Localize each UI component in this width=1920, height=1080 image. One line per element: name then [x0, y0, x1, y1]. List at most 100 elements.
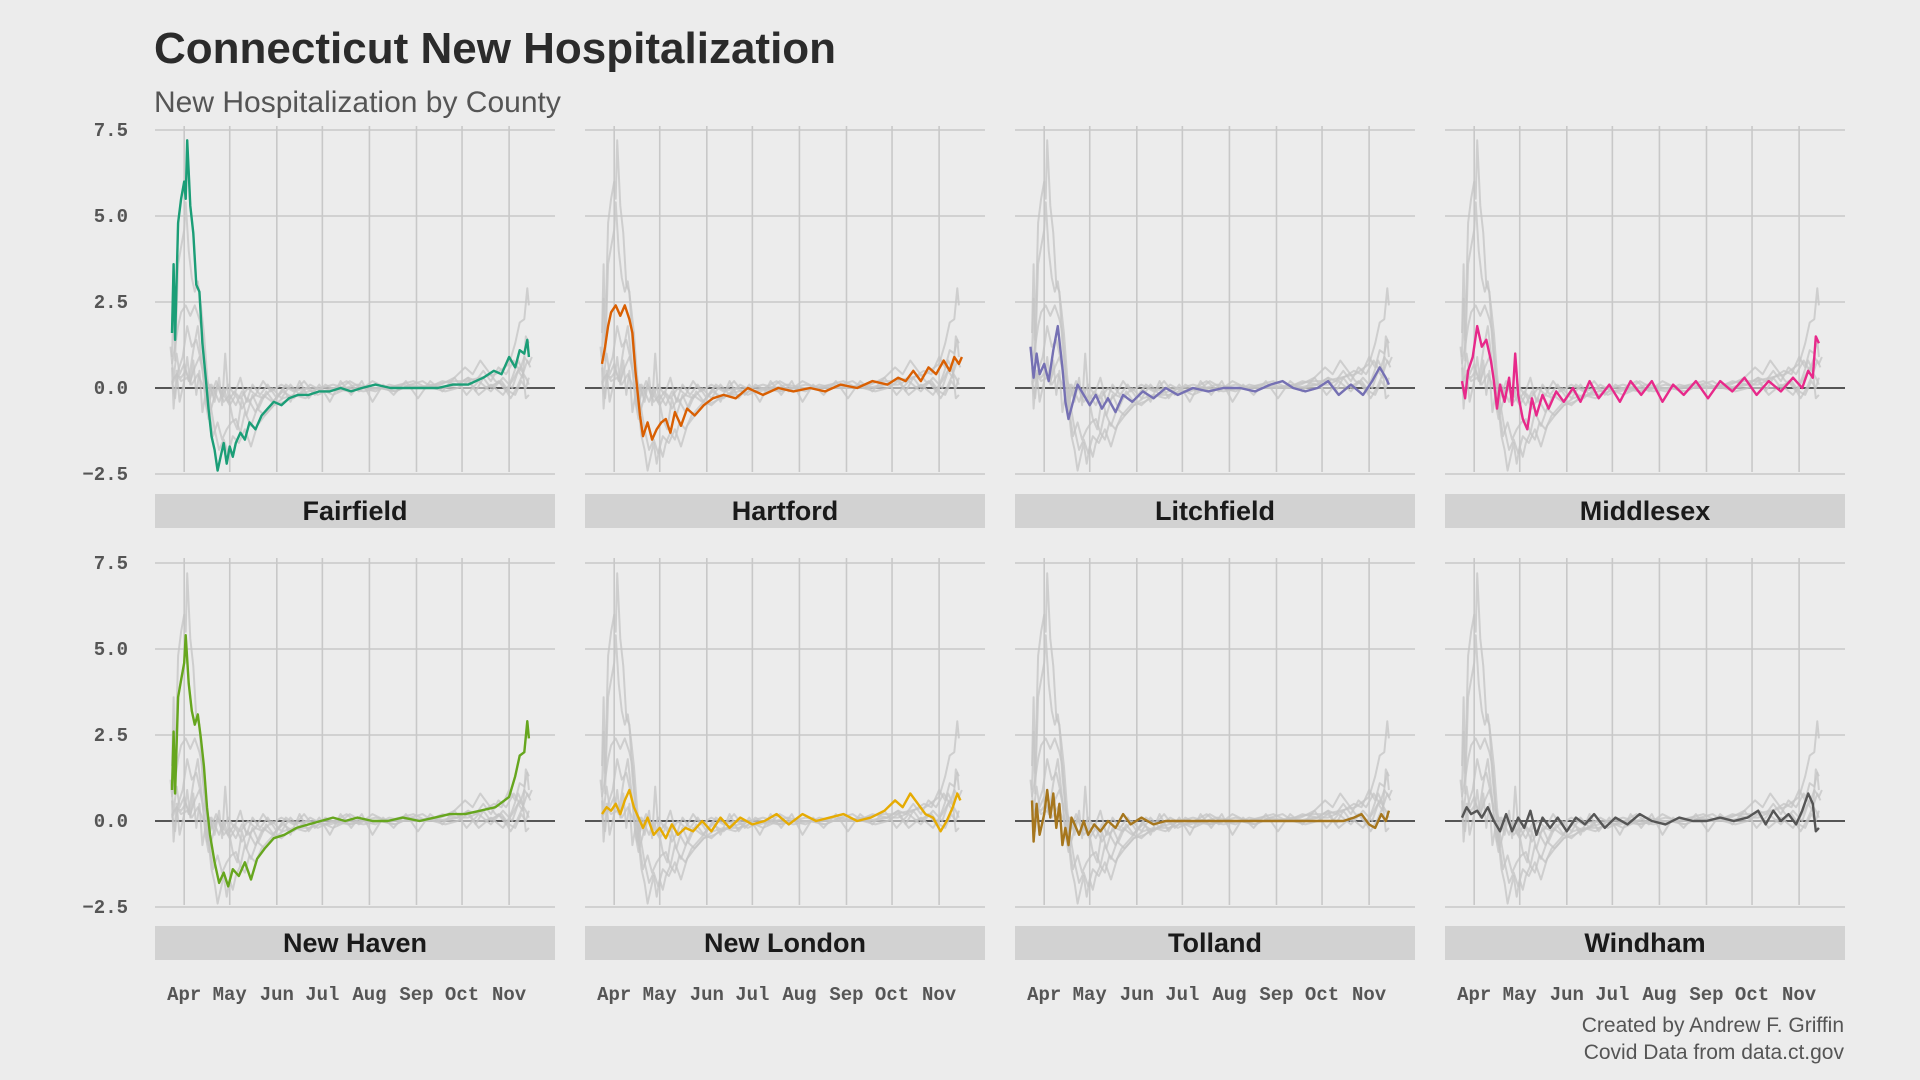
series-line — [1030, 788, 1391, 847]
facet-strip — [1015, 494, 1415, 528]
background-series-line — [601, 325, 960, 431]
background-series-line — [171, 737, 533, 874]
x-tick-label: Apr — [597, 984, 631, 1006]
background-series-line — [601, 789, 960, 847]
y-tick-label: 2.5 — [94, 725, 128, 747]
background-series-line — [171, 792, 530, 836]
facet-strip — [155, 926, 555, 960]
background-series-line — [1461, 634, 1820, 888]
x-tick-label: Sep — [1259, 984, 1293, 1006]
background-series-line — [601, 634, 960, 888]
background-series-line — [1031, 325, 1390, 431]
y-tick-label: 5.0 — [94, 206, 128, 228]
background-series-line — [601, 758, 960, 864]
x-tick-label: Sep — [829, 984, 863, 1006]
facet-strip — [1445, 926, 1845, 960]
background-series-line — [1461, 356, 1822, 407]
x-tick-label: Oct — [875, 984, 909, 1006]
series-line — [1029, 324, 1390, 421]
panel-middlesex: Middlesex — [1445, 126, 1845, 528]
x-tick-label: Jul — [305, 984, 339, 1006]
caption-credit: Created by Andrew F. Griffin — [1581, 1014, 1844, 1037]
x-tick-label: May — [643, 984, 678, 1006]
series-line — [600, 304, 964, 441]
x-tick-label: Oct — [445, 984, 479, 1006]
series-line — [170, 634, 531, 888]
x-tick-label: Sep — [1689, 984, 1723, 1006]
background-series-line — [1031, 789, 1392, 840]
background-series-line — [1031, 356, 1392, 407]
background-series-line — [1461, 737, 1823, 874]
x-tick-label: Jun — [1550, 984, 1584, 1006]
x-tick-label: May — [1503, 984, 1538, 1006]
background-series-line — [1461, 789, 1822, 840]
chart-subtitle: New Hospitalization by County — [154, 86, 561, 119]
x-tick-label: Jun — [1120, 984, 1154, 1006]
x-tick-label: Apr — [1457, 984, 1491, 1006]
background-series-line — [1461, 139, 1820, 472]
x-tick-label: Nov — [492, 984, 527, 1006]
facet-strip — [155, 494, 555, 528]
x-tick-label: Jun — [690, 984, 724, 1006]
background-series-line — [171, 356, 530, 414]
panel-new-haven: New Haven — [155, 558, 555, 960]
background-series-line — [1031, 758, 1390, 864]
panel-hartford: Hartford — [585, 126, 985, 528]
background-series-line — [1461, 758, 1820, 864]
panel-new-london: New London — [585, 558, 985, 960]
facet-label: Hartford — [732, 496, 839, 526]
x-tick-label: Oct — [1735, 984, 1769, 1006]
facet-label: Windham — [1584, 928, 1705, 958]
x-tick-label: Aug — [1642, 984, 1676, 1006]
series-line — [1460, 792, 1820, 836]
panel-windham: Windham — [1445, 558, 1845, 960]
x-tick-label: Aug — [1212, 984, 1246, 1006]
background-series-line — [1031, 139, 1390, 472]
background-series-line — [171, 572, 530, 905]
y-tick-label: 2.5 — [94, 292, 128, 314]
background-series-line — [1461, 789, 1820, 847]
series-line — [170, 139, 531, 472]
facet-strip — [1015, 926, 1415, 960]
chart-title: Connecticut New Hospitalization — [154, 24, 837, 73]
y-tick-label: 7.5 — [94, 553, 128, 575]
background-series-line — [171, 325, 530, 431]
caption-source: Covid Data from data.ct.gov — [1583, 1041, 1844, 1064]
y-tick-label: 0.0 — [94, 378, 128, 400]
background-series-line — [601, 201, 960, 455]
series-line — [601, 788, 962, 840]
series-line — [1460, 324, 1820, 431]
facet-label: New Haven — [283, 928, 427, 958]
panel-litchfield: Litchfield — [1015, 126, 1415, 528]
background-series-line — [171, 359, 530, 403]
background-series-line — [171, 201, 530, 455]
y-tick-label: 0.0 — [94, 811, 128, 833]
x-tick-label: Jul — [735, 984, 769, 1006]
background-series-line — [1031, 572, 1390, 905]
background-series-line — [1461, 359, 1820, 403]
x-tick-label: Jul — [1165, 984, 1199, 1006]
background-series-line — [171, 758, 530, 864]
background-series-line — [1461, 325, 1820, 431]
background-series-line — [1031, 737, 1393, 874]
background-series-line — [601, 737, 963, 874]
facet-label: Fairfield — [302, 496, 407, 526]
x-tick-label: Aug — [352, 984, 386, 1006]
background-series-line — [601, 572, 960, 905]
x-tick-label: Aug — [782, 984, 816, 1006]
background-series-line — [1461, 201, 1820, 455]
facet-strip — [585, 494, 985, 528]
x-tick-label: Apr — [1027, 984, 1061, 1006]
y-tick-label: −2.5 — [82, 464, 128, 486]
y-tick-label: 7.5 — [94, 120, 128, 142]
background-series-line — [1031, 356, 1390, 414]
facet-strip — [585, 926, 985, 960]
background-series-line — [1461, 304, 1823, 441]
x-tick-label: May — [1073, 984, 1108, 1006]
facet-label: Litchfield — [1155, 496, 1275, 526]
x-tick-label: Jul — [1595, 984, 1629, 1006]
x-tick-label: Nov — [922, 984, 957, 1006]
background-series-line — [171, 139, 530, 472]
background-series-line — [171, 789, 532, 840]
